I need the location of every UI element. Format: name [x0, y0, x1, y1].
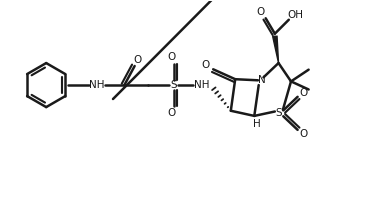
Text: S: S: [170, 80, 177, 90]
Polygon shape: [273, 36, 279, 63]
Text: N: N: [258, 75, 265, 85]
Text: O: O: [299, 88, 307, 98]
Text: O: O: [134, 56, 142, 66]
Text: NH: NH: [89, 80, 104, 90]
Text: NH: NH: [194, 80, 209, 90]
Text: S: S: [275, 108, 282, 118]
Text: OH: OH: [287, 10, 303, 20]
Text: O: O: [257, 7, 265, 17]
Text: O: O: [202, 60, 210, 70]
Text: O: O: [168, 108, 176, 118]
Text: H: H: [254, 119, 261, 129]
Text: O: O: [299, 128, 307, 138]
Text: O: O: [168, 52, 176, 62]
